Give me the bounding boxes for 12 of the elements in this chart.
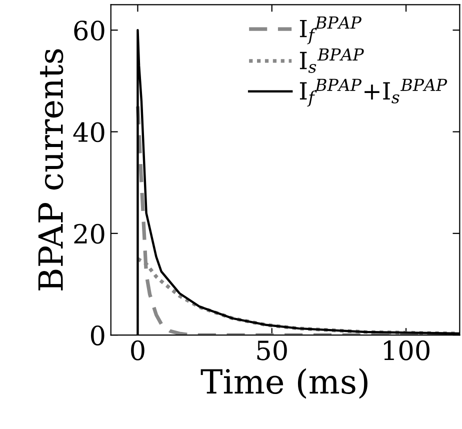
x-axis-title: Time (ms) bbox=[200, 368, 368, 399]
x-tick-label: 0 bbox=[131, 340, 144, 360]
y-tick-label: 20 bbox=[74, 224, 104, 244]
x-tick-label: 50 bbox=[257, 340, 287, 360]
y-tick-label: 0 bbox=[90, 325, 104, 346]
y-axis-title: BPAP currents bbox=[38, 49, 64, 290]
y-tick-label: 40 bbox=[73, 122, 104, 142]
legend-label: I$_{s}$$^{BPAP}$ bbox=[300, 48, 364, 73]
y-tick-label: 60 bbox=[74, 20, 104, 41]
legend-label: I$_{f}$$^{BPAP}$ bbox=[300, 16, 362, 44]
legend-label: I$_{f}$$^{BPAP}$+I$_{s}$$^{BPAP}$ bbox=[300, 78, 448, 107]
x-tick-label: 100 bbox=[384, 340, 430, 360]
